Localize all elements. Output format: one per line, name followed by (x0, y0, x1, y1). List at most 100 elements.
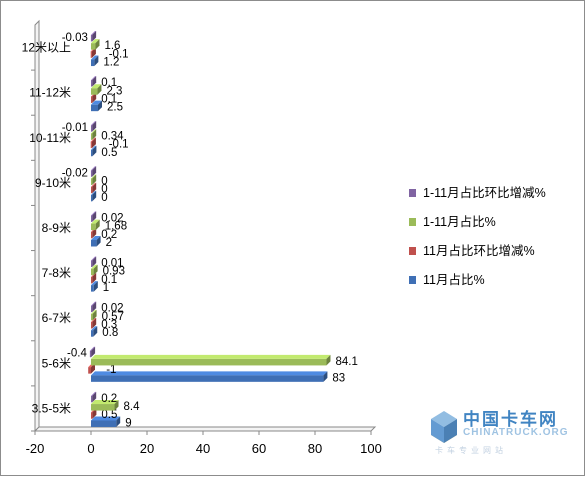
bar (91, 322, 93, 329)
watermark-logo: 中国卡车网 CHINATRUCK.ORG 卡车专业网站 (427, 401, 577, 463)
legend-label: 1-11月占比环比增减% (423, 185, 546, 200)
category-label: 10-11米 (29, 131, 71, 145)
bar-side-face (92, 76, 97, 87)
bar (91, 330, 94, 337)
bar-top-face (91, 371, 328, 376)
data-label: 0.1 (101, 93, 117, 105)
category-label: 11-12米 (29, 86, 71, 100)
bar-side-face (92, 182, 97, 194)
data-label: 9 (125, 417, 131, 429)
bar (91, 420, 117, 427)
floor-wall (33, 426, 377, 432)
legend-label: 11月占比环比增减% (423, 243, 535, 258)
bar-side-face (114, 400, 119, 411)
data-label: 1.6 (104, 40, 120, 52)
bar-top-face (91, 281, 98, 286)
bar-top-face (91, 190, 97, 195)
bar-side-face (92, 174, 97, 185)
bar (91, 231, 93, 239)
bar-top-face (90, 121, 97, 126)
bar-top-face (91, 39, 100, 44)
bar-top-face (90, 30, 97, 35)
bar-top-face (90, 166, 97, 171)
bar-top-face (91, 84, 102, 89)
data-label: 1.68 (105, 221, 127, 233)
bar (89, 350, 92, 358)
bar-top-face (91, 55, 99, 60)
bar-side-face (92, 272, 97, 284)
truck-logo-icon (431, 411, 457, 443)
bar-side-face (92, 318, 97, 329)
x-tick-label: -20 (26, 441, 45, 456)
bar-side-face (95, 219, 100, 231)
bar-top-face (91, 256, 97, 261)
bar (90, 34, 93, 42)
bar (90, 125, 93, 132)
bar (91, 88, 98, 95)
bar-side-face (91, 137, 96, 149)
legend-swatch (409, 276, 416, 284)
legend-label: 11月占比% (423, 272, 485, 287)
bar-side-face (95, 39, 100, 50)
data-label: 2 (106, 237, 112, 249)
bar-side-face (92, 408, 97, 419)
bar (90, 51, 92, 58)
bar (91, 186, 93, 194)
data-label: 8.4 (124, 401, 141, 413)
bar-top-face (91, 301, 97, 306)
bar (91, 260, 93, 268)
x-tick-label: 40 (196, 441, 210, 456)
data-label: 0.1 (101, 274, 117, 286)
data-label: 0.34 (101, 130, 124, 142)
bar (91, 104, 98, 112)
category-label: 5-6米 (42, 356, 71, 370)
data-label: 0.93 (103, 266, 125, 278)
data-label: 0.1 (101, 77, 117, 89)
data-label: -0.1 (109, 48, 129, 60)
data-label: 84.1 (335, 356, 357, 368)
bar-side-face (91, 47, 96, 58)
bar (91, 223, 96, 231)
bar-top-face (91, 174, 97, 179)
bar-top-face (91, 211, 97, 216)
data-label: 0.2 (101, 229, 117, 241)
bar (88, 367, 91, 374)
bar-top-face (91, 182, 97, 187)
data-label: 2.3 (106, 85, 122, 97)
bar-side-face (92, 391, 97, 403)
legend-swatch (409, 247, 416, 255)
bar-side-face (92, 166, 97, 177)
data-label: 0.01 (101, 258, 123, 270)
watermark-chinese-text: 中国卡车网 (463, 410, 558, 430)
side-wall (34, 19, 40, 433)
data-label: 1.2 (103, 57, 119, 69)
bar (91, 285, 94, 292)
bar (91, 412, 93, 419)
bar (91, 404, 115, 411)
bar (91, 395, 93, 403)
category-label: 7-8米 (42, 266, 71, 280)
bar-side-face (92, 190, 97, 202)
legend-swatch (409, 189, 416, 197)
bar (91, 375, 324, 382)
bar (91, 194, 93, 202)
data-label: 0.5 (101, 409, 117, 421)
bar (90, 141, 92, 149)
data-label: -0.1 (109, 139, 129, 151)
legend-label: 1-11月占比% (423, 214, 496, 229)
x-tick-label: 80 (308, 441, 322, 456)
bar-top-face (91, 309, 97, 314)
bar (91, 133, 93, 140)
bar-top-face (91, 354, 331, 359)
bar (91, 59, 95, 67)
data-label: 83 (332, 372, 345, 384)
data-label: 0.57 (102, 311, 124, 323)
bar-top-face (91, 145, 97, 150)
data-label: 0.02 (101, 212, 123, 224)
bar-top-face (91, 326, 98, 331)
data-label: 2.5 (107, 102, 123, 114)
bar-side-face (92, 145, 97, 157)
bar-side-face (92, 309, 97, 321)
